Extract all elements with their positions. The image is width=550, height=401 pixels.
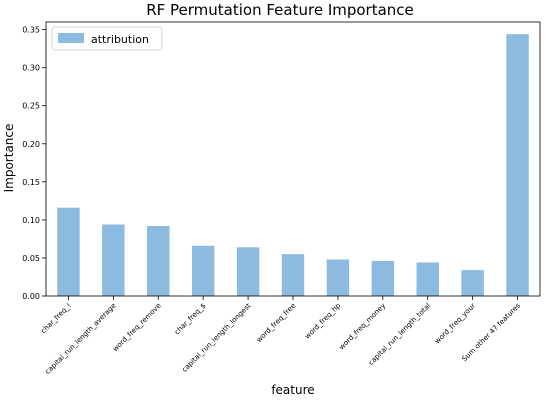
legend-box [51,26,163,51]
x-tick-label: word_freq_remove [111,302,162,353]
x-ticks-group: char_freq_!capital_run_length_averagewor… [39,296,522,376]
bar-capital_run_length_total [416,262,439,296]
y-tick-label: 0.35 [22,26,40,35]
legend-label: attribution [91,33,149,46]
legend-swatch [58,33,84,43]
y-tick-label: 0.00 [22,292,40,301]
plot-area-frame [45,21,541,297]
y-tick-label: 0.05 [22,254,40,263]
bar-word_freq_free [281,254,305,296]
bar-word_freq_money [371,260,395,296]
y-tick-label: 0.30 [22,64,40,73]
y-axis-label: Importance [2,124,16,193]
y-tick-label: 0.25 [22,102,40,111]
bar-Sum other 47 features [506,34,529,297]
x-tick-label: word_freq_hp [303,301,342,340]
y-ticks-group: 0.00 0.05 0.10 0.15 0.20 0.25 0.30 0.35 [22,26,46,301]
bar-capital_run_length_average [102,224,125,296]
y-tick-label: 0.15 [22,178,40,187]
bar-word_freq_your [461,270,484,296]
y-tick-label: 0.10 [22,216,40,225]
x-tick-label: word_freq_free [255,302,297,344]
bars-group [57,34,529,297]
chart-title: RF Permutation Feature Importance [146,1,414,19]
legend: attribution [51,26,163,51]
bar-word_freq_remove [147,225,170,296]
x-tick-label: word_freq_your [433,302,477,346]
bar-char_freq_! [57,207,80,296]
y-tick-label: 0.20 [22,140,40,149]
bar-word_freq_hp [326,259,350,296]
x-tick-label: word_freq_money [338,302,388,352]
x-axis-label: feature [271,383,314,397]
bar-char_freq_$ [191,245,215,296]
x-tick-label: char_freq_$ [173,302,208,337]
x-tick-label: char_freq_! [39,302,72,335]
bar-capital_run_length_longest [236,247,260,296]
